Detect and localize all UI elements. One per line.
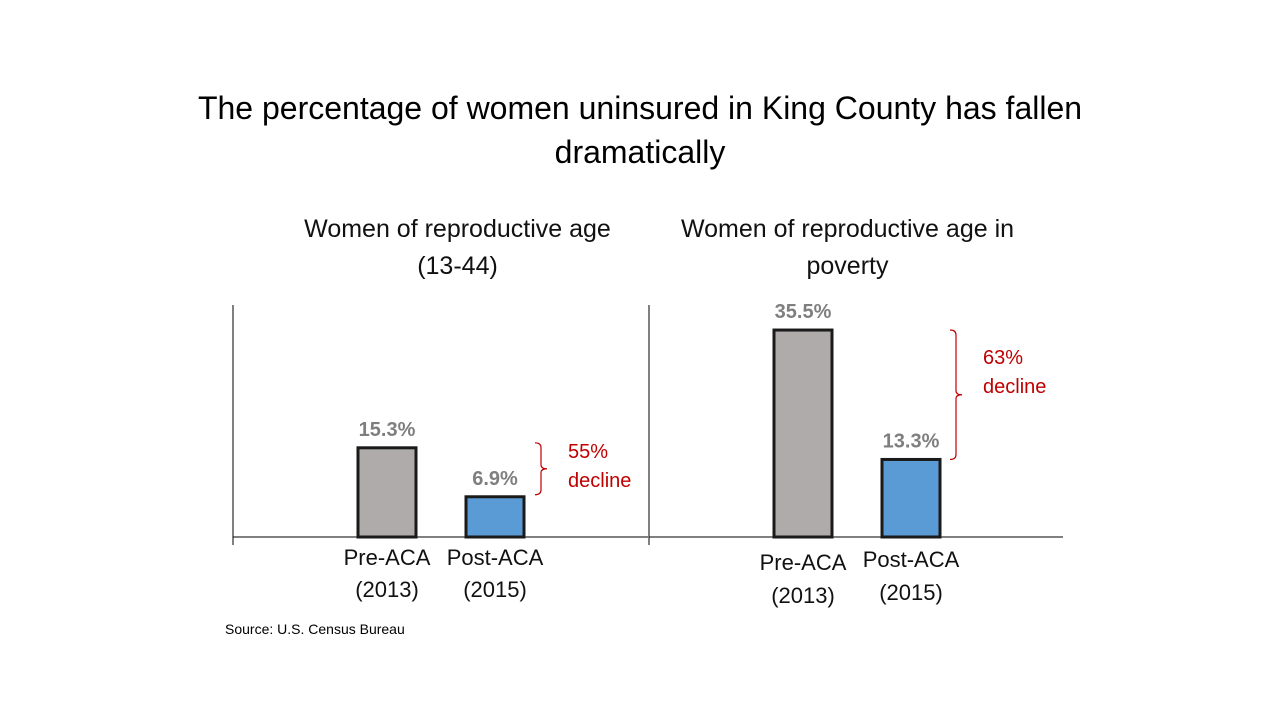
chart-title: The percentage of women uninsured in Kin… [197, 90, 1083, 170]
decline-percent: 55% [568, 441, 608, 463]
category-label: Pre-ACA [344, 545, 431, 570]
bar-pre-aca [356, 446, 418, 539]
category-label: Post-ACA [447, 545, 544, 570]
decline-label: decline [568, 470, 631, 492]
data-label: 35.5% [775, 301, 832, 323]
category-label: Post-ACA [863, 547, 960, 572]
bar-post-aca [464, 495, 526, 539]
data-label: 13.3% [883, 430, 940, 452]
decline-percent: 63% [983, 347, 1023, 369]
category-label: (2013) [771, 583, 835, 608]
data-label: 6.9% [472, 468, 518, 490]
category-label: Pre-ACA [760, 550, 847, 575]
right-chart-subtitle: Women of reproductive age in poverty [680, 215, 1015, 280]
decline-bracket [534, 442, 548, 496]
bar-pre-aca [772, 328, 834, 539]
decline-label: decline [983, 376, 1046, 398]
data-label: 15.3% [359, 419, 416, 441]
category-label: (2015) [463, 577, 527, 602]
bar-post-aca [880, 457, 942, 539]
category-label: (2013) [355, 577, 419, 602]
decline-bracket [949, 329, 963, 461]
left-chart-subtitle: Women of reproductive age (13-44) [304, 215, 611, 280]
source-note: Source: U.S. Census Bureau [225, 621, 405, 637]
category-label: (2015) [879, 580, 943, 605]
